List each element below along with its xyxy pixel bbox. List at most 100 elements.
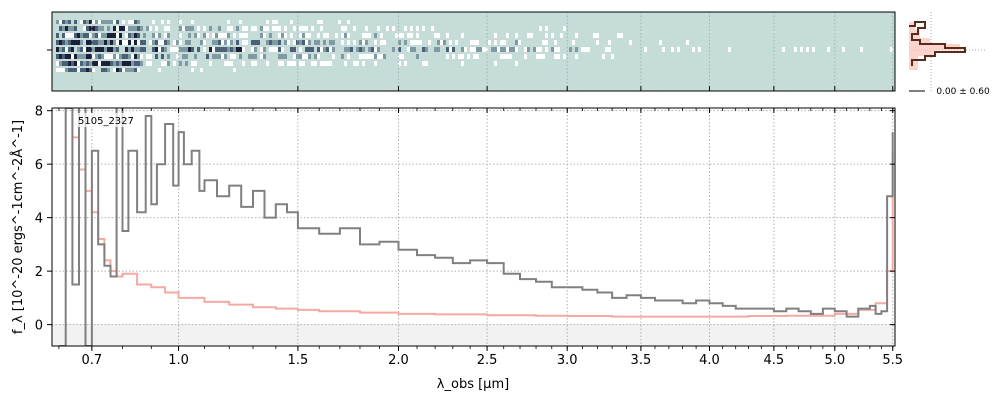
2d-trace-pixel [530, 33, 533, 38]
2d-trace-pixel [65, 54, 68, 59]
below-zero-band [52, 324, 895, 346]
2d-trace-pixel [293, 54, 296, 59]
2d-trace-pixel [164, 47, 167, 52]
2d-trace-pixel [416, 40, 419, 45]
2d-trace-pixel [584, 47, 587, 52]
2d-trace-pixel [80, 20, 83, 24]
2d-trace-pixel [134, 33, 137, 38]
2d-trace-pixel [101, 47, 104, 52]
2d-trace-pixel [203, 26, 206, 31]
2d-trace-pixel [437, 40, 440, 45]
2d-spectrum-trace [56, 20, 893, 72]
2d-trace-pixel [164, 33, 167, 38]
2d-trace-pixel [341, 26, 344, 31]
2d-trace-pixel [314, 61, 317, 66]
2d-trace-pixel [86, 33, 89, 38]
2d-trace-pixel [281, 47, 284, 52]
2d-trace-pixel [272, 47, 275, 52]
2d-trace-pixel [101, 33, 104, 38]
2d-trace-pixel [185, 26, 188, 31]
2d-trace-pixel [380, 33, 383, 38]
2d-trace-pixel [80, 47, 83, 52]
2d-trace-pixel [419, 40, 422, 45]
2d-trace-pixel [83, 33, 86, 38]
2d-trace-pixel [182, 26, 185, 31]
2d-trace-pixel [80, 54, 83, 59]
2d-trace-pixel [356, 61, 359, 66]
2d-trace-pixel [269, 33, 272, 38]
2d-trace-pixel [860, 47, 863, 52]
2d-trace-pixel [95, 40, 98, 45]
2d-trace-pixel [167, 61, 170, 66]
2d-trace-pixel [230, 61, 233, 66]
2d-trace-pixel [221, 54, 224, 59]
2d-trace-pixel [506, 33, 509, 38]
2d-trace-pixel [227, 61, 230, 66]
2d-trace-pixel [266, 61, 269, 66]
2d-trace-pixel [305, 47, 308, 52]
2d-trace-pixel [122, 61, 125, 66]
2d-trace-pixel [461, 47, 464, 52]
2d-trace-pixel [110, 33, 113, 38]
2d-trace-pixel [182, 54, 185, 59]
2d-trace-pixel [545, 40, 548, 45]
2d-trace-pixel [554, 40, 557, 45]
2d-trace-pixel [251, 40, 254, 45]
2d-trace-pixel [59, 68, 62, 72]
2d-trace-pixel [143, 33, 146, 38]
2d-trace-pixel [80, 40, 83, 45]
2d-trace-pixel [455, 40, 458, 45]
2d-trace-pixel [230, 47, 233, 52]
2d-trace-pixel [278, 54, 281, 59]
2d-trace-pixel [320, 61, 323, 66]
2d-trace-pixel [128, 26, 131, 31]
2d-trace-pixel [527, 33, 530, 38]
2d-trace-pixel [407, 47, 410, 52]
2d-trace-pixel [104, 47, 107, 52]
2d-trace-pixel [359, 40, 362, 45]
2d-trace-pixel [251, 61, 254, 66]
2d-trace-pixel [122, 40, 125, 45]
2d-trace-pixel [68, 40, 71, 45]
2d-trace-pixel [104, 68, 107, 72]
2d-trace-pixel [137, 33, 140, 38]
2d-trace-pixel [167, 40, 170, 45]
2d-trace-pixel [143, 40, 146, 45]
2d-trace-pixel [263, 54, 266, 59]
2d-trace-pixel [206, 54, 209, 59]
2d-trace-pixel [299, 61, 302, 66]
2d-trace-pixel [152, 40, 155, 45]
2d-trace-pixel [107, 33, 110, 38]
2d-trace-pixel [113, 33, 116, 38]
2d-trace-pixel [449, 40, 452, 45]
2d-trace-pixel [176, 40, 179, 45]
2d-trace-pixel [278, 26, 281, 31]
2d-trace-pixel [221, 33, 224, 38]
2d-trace-pixel [413, 47, 416, 52]
2d-trace-pixel [194, 61, 197, 66]
2d-trace-pixel [305, 26, 308, 31]
2d-trace-pixel [119, 68, 122, 72]
2d-trace-pixel [86, 54, 89, 59]
2d-trace-pixel [56, 61, 59, 66]
2d-trace-pixel [287, 40, 290, 45]
2d-trace-pixel [266, 40, 269, 45]
2d-trace-pixel [203, 33, 206, 38]
2d-trace-pixel [350, 47, 353, 52]
2d-trace-pixel [140, 26, 143, 31]
2d-trace-pixel [467, 54, 470, 59]
y-tick-label: 2 [35, 265, 43, 280]
2d-trace-pixel [446, 54, 449, 59]
2d-trace-pixel [407, 33, 410, 38]
2d-trace-pixel [272, 20, 275, 24]
2d-trace-pixel [164, 26, 167, 31]
2d-trace-pixel [473, 40, 476, 45]
2d-trace-pixel [65, 33, 68, 38]
2d-trace-pixel [137, 54, 140, 59]
2d-trace-pixel [782, 47, 785, 52]
2d-trace-pixel [125, 47, 128, 52]
2d-trace-pixel [218, 54, 221, 59]
2d-trace-pixel [275, 47, 278, 52]
2d-trace-pixel [122, 68, 125, 72]
object-id-label: 5105_2327 [78, 116, 134, 127]
